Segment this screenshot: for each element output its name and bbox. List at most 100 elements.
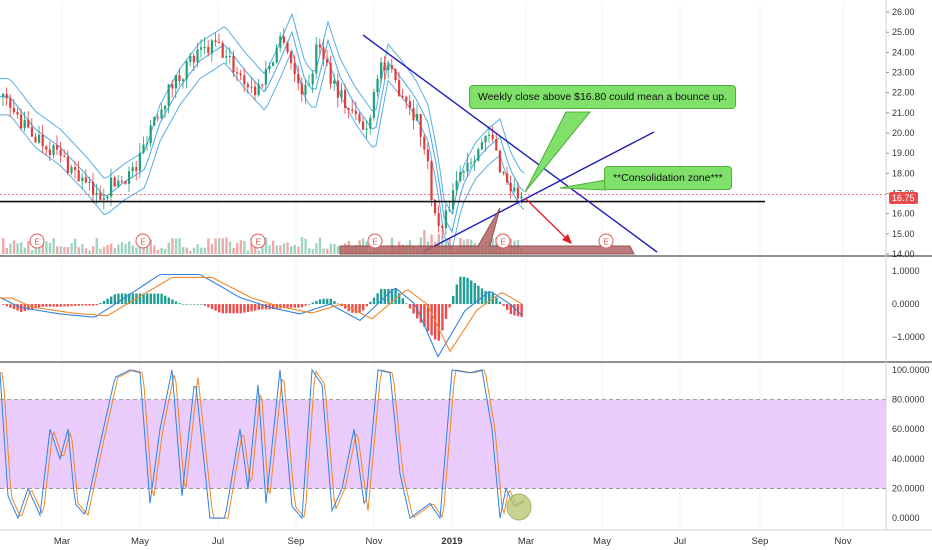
volume-bar — [308, 248, 311, 254]
macd-histogram-bar — [174, 301, 178, 305]
volume-bar — [441, 236, 444, 254]
earnings-marker — [250, 233, 266, 249]
annotation-bounce[interactable]: Weekly close above $16.80 could mean a b… — [469, 85, 737, 109]
candle-body — [462, 171, 465, 173]
macd-histogram-bar — [376, 293, 379, 305]
macd-histogram-bar — [401, 298, 404, 305]
macd-histogram-bar — [243, 304, 246, 313]
macd-histogram-bar — [5, 304, 8, 307]
candle-body — [146, 143, 149, 145]
candle-body — [416, 114, 419, 121]
macd-histogram-bar — [318, 299, 322, 305]
price-tick-label: 25.00 — [892, 27, 915, 37]
macd-histogram-bar — [369, 301, 372, 305]
volume-bar — [5, 248, 8, 254]
macd-histogram-bar — [423, 304, 426, 327]
macd-histogram-bar — [308, 304, 311, 305]
candle-body — [318, 44, 321, 48]
macd-histogram-bar — [513, 304, 516, 316]
candle-body — [124, 181, 127, 184]
volume-bar — [304, 238, 307, 254]
candle-body — [110, 177, 113, 197]
volume-bar — [275, 245, 278, 254]
candle-body — [239, 73, 242, 76]
volume-bar — [84, 248, 88, 254]
volume-bar — [315, 243, 318, 254]
candle-body — [167, 84, 170, 106]
volume-bar — [12, 240, 16, 254]
macd-histogram-bar — [128, 293, 131, 305]
candle-body — [329, 63, 332, 84]
earnings-marker — [367, 233, 383, 249]
annotation-consolidation[interactable]: **Consolidation zone*** — [604, 166, 732, 190]
candle-body — [27, 119, 30, 128]
macd-histogram-bar — [16, 304, 19, 311]
stochastic-panel — [0, 364, 886, 530]
ascending-trendline — [422, 131, 655, 253]
earnings-marker-label: E — [372, 238, 377, 247]
macd-histogram-bar — [322, 298, 325, 305]
candle-body — [290, 52, 293, 64]
volume-bar — [286, 242, 289, 254]
candle-body — [394, 68, 397, 81]
volume-bar — [167, 242, 170, 254]
volume-bar — [196, 244, 199, 254]
macd-histogram-bar — [470, 280, 473, 305]
macd-histogram-bar — [380, 289, 383, 305]
candle-body — [423, 136, 426, 150]
price-tick-label: 20.00 — [892, 128, 915, 138]
volume-bar — [131, 245, 134, 254]
volume-bar — [293, 245, 296, 254]
macd-histogram-bar — [351, 304, 354, 313]
candle-body — [117, 180, 120, 187]
macd-histogram-bar — [452, 295, 455, 305]
candle-body — [106, 196, 109, 199]
price-panel — [0, 4, 844, 254]
macd-histogram-bar — [286, 304, 289, 308]
macd-histogram-bar — [23, 304, 26, 312]
candle-body — [214, 40, 217, 42]
volume-bar — [20, 242, 23, 254]
candle-body — [340, 89, 343, 98]
macd-histogram-bar — [9, 304, 12, 308]
candle-body — [473, 160, 476, 163]
macd-histogram-bar — [315, 300, 318, 305]
macd-histogram-bar — [52, 304, 55, 307]
price-tick-label: 24.00 — [892, 47, 915, 57]
candle-body — [243, 75, 246, 85]
macd-histogram-bar — [300, 304, 304, 308]
macd-histogram-bar — [84, 304, 88, 306]
candle-body — [149, 125, 152, 144]
volume-bar — [23, 247, 26, 254]
macd-histogram-bar — [441, 304, 444, 331]
macd-histogram-bar — [333, 301, 336, 305]
candle-body — [502, 172, 505, 174]
macd-histogram-bar — [106, 298, 109, 305]
volume-bar — [102, 247, 106, 254]
volume-bar — [16, 243, 19, 254]
macd-histogram-bar — [236, 304, 239, 314]
candle-body — [268, 65, 271, 70]
volume-bar — [66, 246, 70, 254]
volume-bar — [311, 249, 314, 254]
candle-body — [131, 167, 134, 172]
candle-body — [228, 55, 231, 57]
candle-body — [362, 121, 365, 130]
candle-body — [246, 84, 249, 88]
candle-body — [120, 180, 123, 182]
x-tick-label: Nov — [366, 536, 383, 547]
volume-bar — [81, 243, 84, 254]
macd-histogram-bar — [293, 304, 296, 308]
macd-histogram-bar — [477, 285, 480, 305]
macd-histogram-bar — [261, 304, 264, 310]
candle-body — [430, 161, 433, 200]
macd-histogram-bar — [214, 304, 217, 311]
macd-histogram-bar — [160, 293, 163, 305]
macd-histogram-bar — [164, 295, 167, 305]
candle-body — [254, 86, 257, 95]
volume-bar — [207, 238, 210, 254]
stochastic-tick-label: 20.0000 — [892, 484, 925, 494]
x-tick-label: Mar — [54, 536, 70, 547]
macd-histogram-bar — [416, 304, 419, 319]
